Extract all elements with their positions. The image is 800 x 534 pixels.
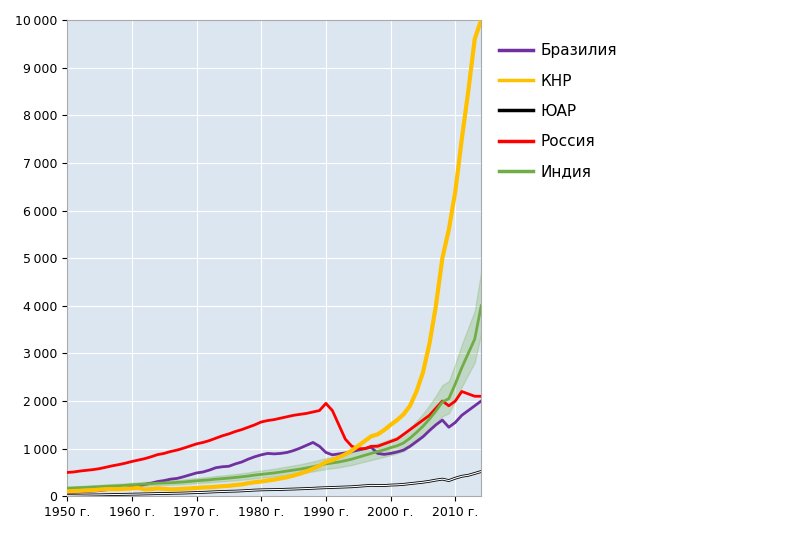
Legend: Бразилия, КНР, ЮАР, Россия, Индия: Бразилия, КНР, ЮАР, Россия, Индия [493, 37, 623, 185]
